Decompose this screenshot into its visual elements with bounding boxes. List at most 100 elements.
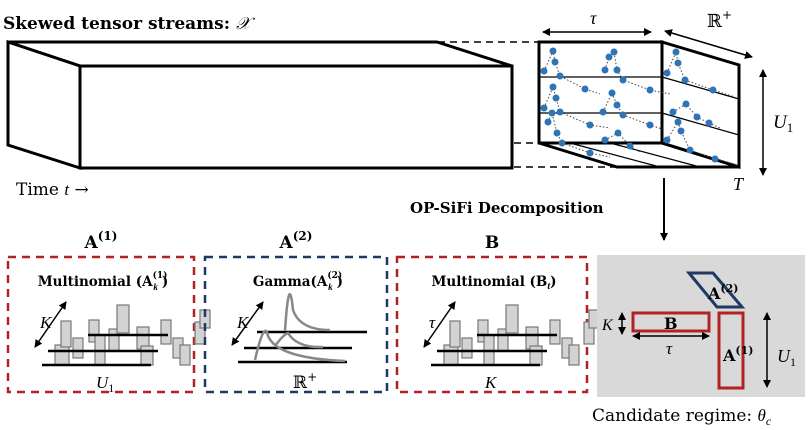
histogram-bar [116, 304, 130, 334]
tau-label: τ [590, 8, 597, 28]
a2-parallelogram [685, 271, 746, 309]
regime-caption: Candidate regime: θc [592, 406, 772, 428]
histogram-bar [477, 319, 489, 343]
event-dot [540, 67, 548, 75]
T-label: T [733, 174, 745, 194]
regime-background [597, 255, 805, 397]
event-dot [558, 139, 566, 147]
event-dot [669, 108, 677, 116]
event-dot [705, 119, 713, 127]
factor-box-1: A(1) Multinomial (A(1) k) K U1 [6, 229, 211, 395]
distribution-label: Multinomial (Bt) [431, 274, 556, 292]
regime-u1-label: U1 [777, 346, 796, 369]
gamma-curve [273, 331, 324, 349]
histogram-bar [179, 344, 191, 366]
gamma-curve [253, 329, 346, 363]
bottom-axis-label: K [484, 373, 498, 392]
event-dot [677, 127, 685, 135]
gamma-curve [283, 293, 331, 332]
dashed-border [203, 255, 389, 394]
k-axis-arrow [231, 301, 264, 346]
k-axis-arrow [34, 301, 67, 348]
event-dot [711, 155, 719, 163]
k-axis-arrow [423, 301, 456, 348]
u1-label: U1 [773, 112, 793, 135]
event-dot [686, 146, 694, 154]
tensor-stream-prism [6, 39, 514, 171]
tensor-window-cube [537, 39, 741, 170]
histogram-bar [461, 337, 473, 359]
diag-axis-label: K [39, 313, 53, 332]
event-dot [646, 86, 654, 94]
factor-title: B [485, 233, 499, 253]
histogram-bar [443, 344, 459, 366]
regime-a2-label: A(2) [707, 282, 739, 303]
event-dot [601, 66, 609, 74]
decomposition-label: OP-SiFi Decomposition [410, 199, 604, 217]
event-dot [551, 58, 559, 66]
event-dot [556, 72, 564, 80]
event-dot [553, 129, 561, 137]
dotted-curve [666, 50, 736, 98]
distribution-label: Gamma(A(2) k) [253, 270, 343, 292]
factor-box-3: B Multinomial (Bt) τ K [395, 233, 600, 394]
dotted-curve [543, 49, 601, 95]
time-axis-label: Time t → [16, 180, 89, 200]
header-title: Skewed tensor streams: 𝒳 [3, 14, 256, 34]
regime-tau-label: τ [666, 339, 673, 358]
event-dot [586, 149, 594, 157]
event-dot [556, 108, 564, 116]
event-dot [613, 101, 621, 109]
factor-title: A(1) [84, 229, 118, 253]
event-dot [663, 136, 671, 144]
histogram-bar [140, 345, 154, 366]
regime-b-label: B [664, 314, 678, 333]
factor-title: A(2) [279, 229, 313, 253]
candidate-regime-panel: A(2) B A(1) K τ U1 [597, 255, 805, 397]
diag-axis-label: τ [429, 313, 436, 332]
event-dot [619, 111, 627, 119]
event-dot [663, 69, 671, 77]
histogram-bar [60, 320, 72, 348]
rplus-arrow [664, 29, 753, 59]
event-dot [626, 142, 634, 150]
histogram-bar [54, 344, 70, 366]
event-dot [672, 48, 680, 56]
event-dot [586, 121, 594, 129]
distribution-label: Multinomial (A(1) k) [38, 270, 169, 292]
histogram-bar [549, 319, 561, 345]
diag-axis-label: K [236, 313, 250, 332]
event-dot [549, 47, 557, 55]
event-dot [548, 109, 556, 117]
histogram-bar [88, 319, 100, 343]
event-dot [613, 66, 621, 74]
histogram-bar [160, 319, 172, 345]
event-dot [610, 48, 618, 56]
event-dot [605, 53, 613, 61]
event-dot [540, 104, 548, 112]
zoom-connector-lines [438, 41, 617, 168]
event-dot [674, 118, 682, 126]
event-dot [544, 118, 552, 126]
event-dot [682, 100, 690, 108]
dotted-curve [666, 120, 736, 165]
dotted-curve [602, 91, 666, 131]
a1-rect [717, 311, 745, 390]
event-dot [614, 129, 622, 137]
event-dot [646, 121, 654, 129]
event-dot [581, 85, 589, 93]
dotted-curve [604, 132, 641, 153]
event-dot [693, 113, 701, 121]
event-dot [601, 136, 609, 144]
histogram-bar [529, 345, 543, 366]
dotted-curve [604, 50, 671, 95]
event-dots [540, 47, 736, 165]
histogram-bar [449, 320, 461, 348]
event-dot [709, 86, 717, 94]
regime-a1-label: A(1) [722, 344, 754, 365]
regime-k-label: K [601, 317, 614, 334]
event-dot [674, 59, 682, 67]
event-dot [599, 108, 607, 116]
event-dot [681, 76, 689, 84]
